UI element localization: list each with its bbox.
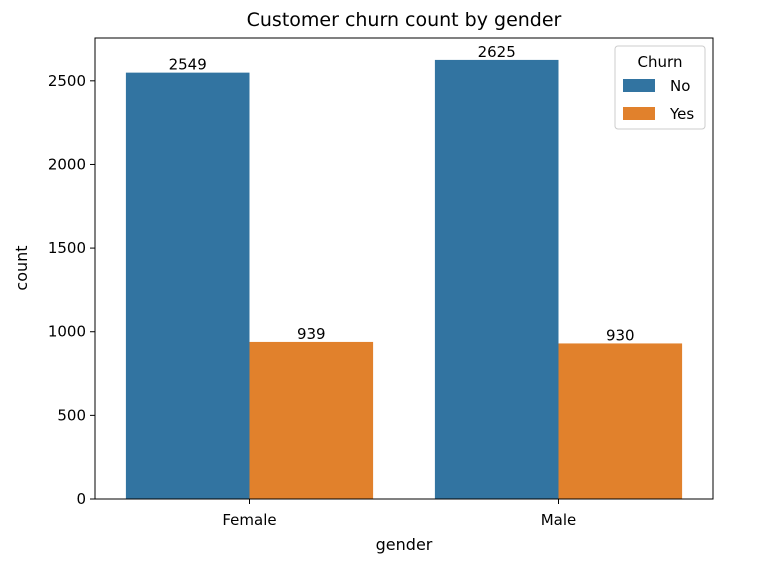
legend-swatch-yes (623, 107, 655, 120)
y-tick-label: 1500 (48, 239, 86, 257)
legend-label-no: No (670, 77, 690, 95)
legend-label-yes: Yes (669, 105, 694, 123)
data-label-male-no: 2625 (478, 43, 516, 61)
x-axis-label: gender (376, 535, 433, 554)
legend: Churn No Yes (614, 45, 706, 130)
y-tick-label: 2000 (48, 155, 86, 173)
y-axis-label: count (12, 245, 31, 290)
data-label-male-yes: 930 (606, 326, 635, 344)
bar-male-no (434, 59, 559, 499)
y-tick-label: 0 (76, 490, 86, 508)
axes: 0 500 1000 1500 2000 2500 Female Male (48, 37, 714, 529)
chart-title: Customer churn count by gender (247, 9, 562, 31)
data-label-female-no: 2549 (169, 56, 207, 74)
legend-swatch-no (623, 79, 655, 92)
bar-female-yes (249, 341, 374, 499)
legend-title: Churn (638, 53, 683, 71)
y-tick-label: 1000 (48, 323, 86, 341)
x-tick-label: Female (222, 511, 276, 529)
x-tick-label: Male (541, 511, 577, 529)
bar-male-yes (558, 343, 683, 499)
plot-area: 2549 939 2625 930 (125, 43, 683, 499)
axes-frame (94, 37, 714, 500)
data-label-female-yes: 939 (297, 325, 326, 343)
y-tick-label: 2500 (48, 72, 86, 90)
y-tick-label: 500 (57, 406, 86, 424)
bar-female-no (125, 72, 250, 499)
